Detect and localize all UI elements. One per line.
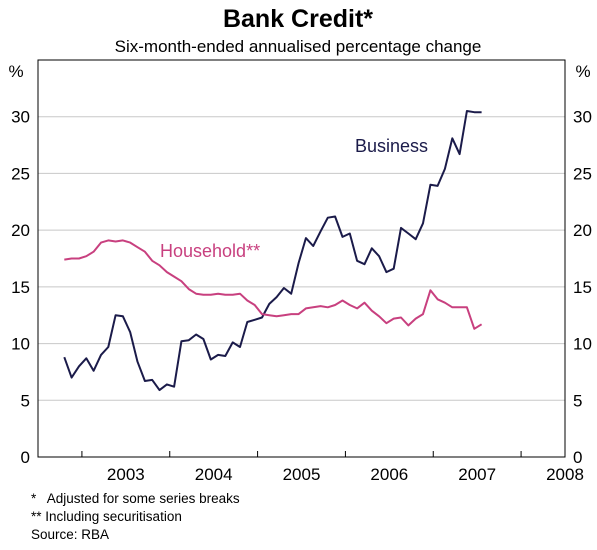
x-tick-marks: [81, 451, 522, 457]
y-tick-label-right: 5: [573, 391, 582, 410]
y-tick-label-left: 0: [21, 448, 30, 467]
plot-frame: [37, 59, 566, 458]
y-ticks-right: 0 5 10 15 20 25 30: [573, 108, 592, 467]
x-tick-label-2005: 2005: [283, 465, 321, 484]
y-tick-label-left: 20: [11, 221, 30, 240]
footnote-source: Source: RBA: [31, 527, 109, 542]
chart-title: Bank Credit*: [223, 5, 373, 33]
x-tick-label-2008: 2008: [546, 465, 584, 484]
y-ticks-left: 0 5 10 15 20 25 30: [11, 108, 30, 467]
y-tick-label-left: 5: [21, 391, 30, 410]
series-label-household: Household**: [160, 241, 260, 261]
chart-subtitle: Six-month-ended annualised percentage ch…: [115, 37, 482, 56]
series-line-household: [64, 239, 483, 330]
y-tick-label-right: 30: [573, 108, 592, 127]
x-tick-label-2006: 2006: [370, 465, 408, 484]
y-tick-label-left: 10: [11, 335, 30, 354]
y-tick-label-left: 30: [11, 108, 30, 127]
y-tick-label-right: 25: [573, 164, 592, 183]
x-tick-labels: 2003 2004 2005 2006 2007 2008: [107, 465, 584, 484]
gridlines: [38, 116, 565, 401]
y-tick-label-left: 15: [11, 278, 30, 297]
y-tick-label-left: 25: [11, 164, 30, 183]
y-tick-label-right: 20: [573, 221, 592, 240]
y-tick-label-right: 15: [573, 278, 592, 297]
y-axis-unit-right: %: [575, 62, 590, 81]
footnote-securitisation: ** Including securitisation: [31, 509, 182, 524]
x-tick-label-2007: 2007: [458, 465, 496, 484]
footnote-adjusted: * Adjusted for some series breaks: [31, 491, 240, 506]
y-tick-label-right: 0: [573, 448, 582, 467]
series-lines: [63, 110, 483, 392]
y-tick-label-right: 10: [573, 335, 592, 354]
series-label-business: Business: [355, 136, 428, 156]
series-line-business: [63, 110, 482, 392]
x-tick-label-2004: 2004: [195, 465, 233, 484]
x-tick-label-2003: 2003: [107, 465, 145, 484]
y-axis-unit-left: %: [8, 62, 23, 81]
